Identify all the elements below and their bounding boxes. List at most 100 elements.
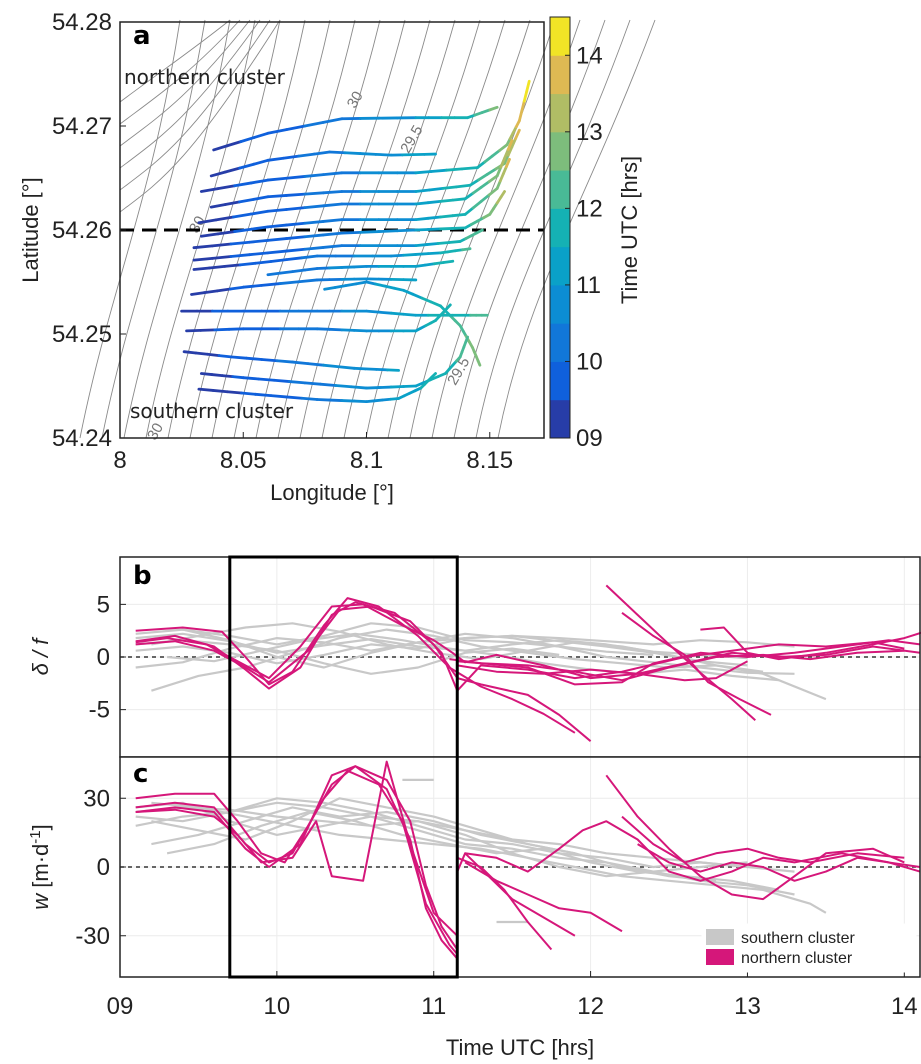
trajectory-segment (192, 244, 214, 250)
panel-a-x-axis-label: Longitude [°] (270, 480, 394, 505)
trajectory-segment (197, 218, 218, 225)
trajectory-segment (252, 131, 270, 139)
trajectory-segment (426, 199, 442, 205)
colorbar-tick-label: 11 (576, 272, 601, 299)
trajectory-segment (328, 266, 344, 270)
trajectory-segment (471, 185, 483, 195)
northern-cluster-line (135, 769, 459, 955)
trajectory-segment (315, 266, 331, 270)
trajectory-segment (303, 204, 325, 210)
trajectory-segment (445, 167, 464, 172)
southern-cluster-line (151, 797, 576, 855)
trajectory-segment (377, 229, 399, 233)
trajectory-segment (522, 89, 529, 103)
trajectory-segment (476, 359, 482, 367)
trajectory-segment (517, 109, 524, 123)
trajectory-segment (284, 175, 307, 180)
trajectory-segment (266, 176, 288, 182)
annotation-southern-cluster: southern cluster (130, 399, 294, 423)
panel-b: b 5 0 -5 δ / f (28, 556, 921, 758)
contour-line (365, 19, 506, 439)
trajectory (199, 335, 469, 390)
trajectory-segment (297, 152, 316, 158)
trajectory (323, 280, 482, 367)
contour-line (475, 19, 631, 439)
trajectory-segment (225, 140, 243, 148)
trajectory-segment (321, 171, 344, 177)
trajectory-segment (439, 198, 455, 203)
trajectory-segment (328, 327, 344, 332)
contour-line (119, 19, 241, 125)
trajectory-segment (514, 128, 521, 140)
trajectory-segment (192, 256, 214, 262)
trajectory-segment (505, 157, 511, 168)
trajectory-segment (266, 156, 285, 162)
trajectory-segment (447, 240, 462, 244)
trajectory-segment (238, 162, 256, 170)
northern-cluster-line (621, 611, 772, 716)
trajectory-segment (365, 386, 381, 390)
trajectory-segment (510, 137, 518, 149)
colorbar-tick-label: 13 (576, 119, 603, 146)
trajectory-segment (266, 194, 288, 199)
trajectory-segment (300, 396, 319, 401)
northern-cluster-line (637, 843, 921, 882)
trajectory-segment (352, 399, 368, 404)
x-tick-label: 12 (577, 993, 604, 1020)
colorbar-bin (550, 323, 570, 362)
southern-cluster-line (135, 801, 795, 896)
contour-line (387, 19, 531, 439)
trajectory-segment (272, 378, 291, 383)
trajectory-segment (365, 280, 378, 286)
colorbar-tick-label: 12 (576, 195, 603, 222)
contour-line (119, 19, 261, 169)
trajectory-segment (495, 165, 503, 178)
colorbar-bin (550, 246, 570, 286)
trajectory-segment (303, 267, 319, 272)
x-tick-label: 8 (113, 447, 126, 474)
trajectory-segment (288, 380, 307, 385)
trajectory-segment (303, 120, 325, 128)
trajectory-segment (344, 282, 358, 288)
colorbar-tick-labels: 09 10 11 12 13 14 (565, 42, 603, 452)
trajectory-segment (374, 282, 387, 288)
trajectory-segment (386, 368, 400, 372)
trajectory-segment (420, 296, 433, 304)
trajectory-segment (363, 367, 378, 371)
trajectory-segment (211, 255, 233, 260)
trajectory-segment (192, 266, 211, 271)
trajectory-segment (315, 327, 331, 331)
northern-cluster-line (457, 660, 748, 682)
trajectory-segment (303, 220, 325, 225)
contour-line (123, 19, 231, 439)
trajectory-segment (427, 186, 445, 192)
panel-a-y-axis-label: Latitude [°] (18, 177, 43, 282)
southern-cluster-line (182, 628, 795, 669)
panel-c-x-axis-label: Time UTC [hrs] (446, 1035, 594, 1060)
trajectory-segment (249, 178, 270, 185)
trajectory-segment (278, 280, 301, 285)
trajectory-segment (520, 99, 526, 113)
panel-b-y-tick-labels: 5 0 -5 (89, 591, 126, 724)
colorbar (549, 16, 571, 439)
trajectory-segment (464, 335, 469, 344)
northern-cluster-line (464, 820, 921, 882)
trajectory-segment (414, 201, 430, 206)
trajectory-segment (429, 300, 442, 308)
northern-cluster-line (135, 765, 459, 960)
trajectory-segment (483, 154, 494, 164)
trajectory-segment (206, 352, 221, 357)
trajectory-segment (499, 156, 506, 169)
trajectory-segment (321, 202, 344, 208)
southern-cluster-line (151, 806, 717, 882)
southern-cluster-line (135, 639, 560, 675)
trajectory-segment (212, 144, 229, 152)
northern-cluster-line (456, 852, 576, 937)
trajectory-segment (199, 187, 220, 193)
trajectory-segment (266, 208, 288, 213)
trajectory-segment (303, 191, 325, 196)
trajectory-segment (334, 384, 353, 389)
trajectory-segment (402, 312, 418, 317)
contour-line (167, 19, 281, 439)
